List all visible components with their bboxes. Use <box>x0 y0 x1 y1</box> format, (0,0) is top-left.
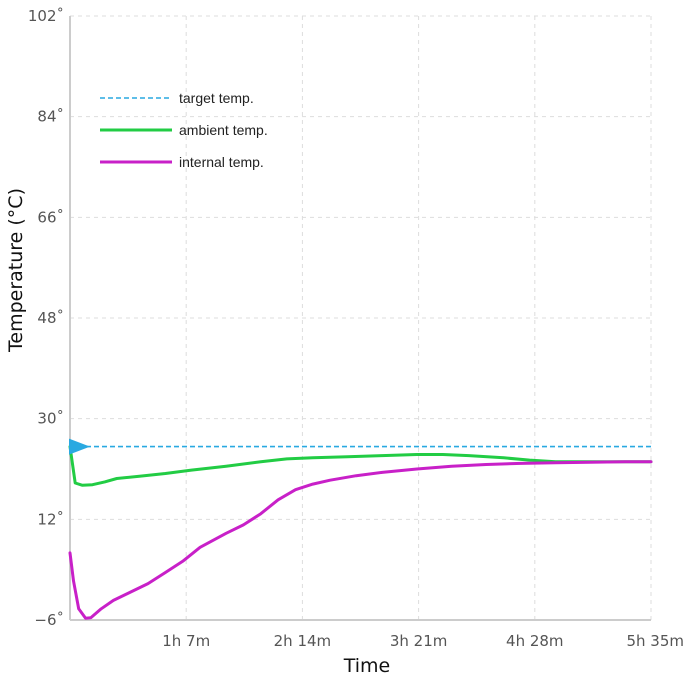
x-tick-label-1: 2h 14m <box>274 632 332 650</box>
y-tick-label-3: 48˚ <box>37 309 64 327</box>
legend-label-0: target temp. <box>179 90 254 106</box>
x-tick-label-3: 4h 28m <box>506 632 564 650</box>
x-tick-label-4: 5h 35m <box>626 632 684 650</box>
target-marker-icon <box>69 438 90 455</box>
legend: target temp. ambient temp. internal temp. <box>100 90 268 170</box>
y-tick-label-0: −6˚ <box>34 611 64 629</box>
y-axis-title: Temperature (°C) <box>5 188 27 353</box>
legend-label-1: ambient temp. <box>179 122 268 138</box>
x-axis-title: Time <box>343 655 391 677</box>
series <box>68 445 653 620</box>
y-tick-label-6: 102˚ <box>28 7 64 25</box>
grid <box>70 15 652 621</box>
legend-label-2: internal temp. <box>179 154 264 170</box>
series-line-ambient-temp <box>68 445 653 487</box>
x-tick-label-2: 3h 21m <box>390 632 448 650</box>
y-tick-label-5: 84˚ <box>37 108 64 126</box>
series-line-internal-temp <box>68 460 653 620</box>
y-tick-label-2: 30˚ <box>37 410 64 428</box>
y-tick-label-4: 66˚ <box>37 208 64 226</box>
x-tick-label-0: 1h 7m <box>162 632 210 650</box>
y-tick-labels: −6˚ 12˚ 30˚ 48˚ 66˚ 84˚ 102˚ <box>28 7 64 629</box>
y-tick-label-1: 12˚ <box>37 510 64 528</box>
x-tick-labels: 1h 7m 2h 14m 3h 21m 4h 28m 5h 35m <box>162 632 684 650</box>
